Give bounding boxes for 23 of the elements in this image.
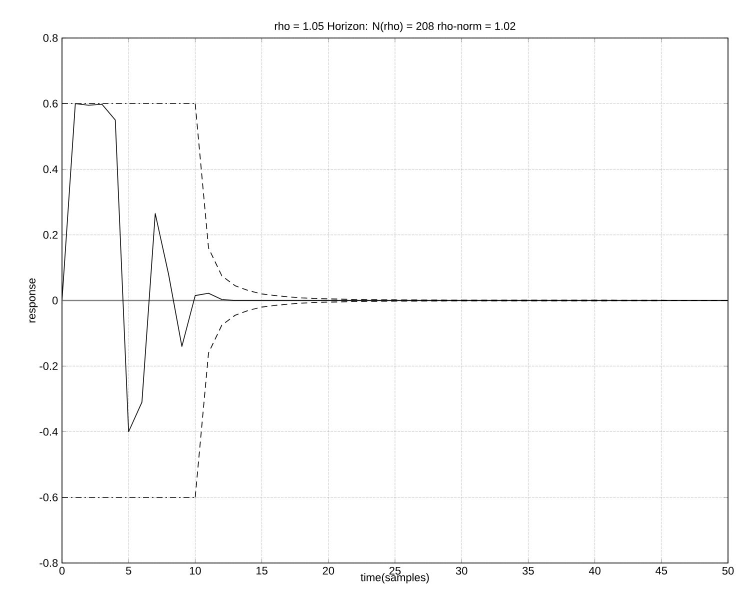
x-tick-label: 20 <box>322 566 334 575</box>
y-tick-label: 0.8 <box>43 34 58 42</box>
y-tick-label: 0 <box>52 296 58 304</box>
x-axis-title: time(samples) <box>360 573 429 584</box>
x-tick-label: 50 <box>722 566 734 575</box>
y-axis-title: response <box>29 278 38 322</box>
x-tick-label: 40 <box>588 566 600 575</box>
y-tick-label: -0.6 <box>40 493 58 502</box>
x-tick-label: 35 <box>522 566 534 575</box>
x-tick-label: 15 <box>256 566 268 575</box>
x-tick-label: 30 <box>456 566 468 575</box>
x-tick-label: 45 <box>656 566 668 575</box>
y-tick-label: -0.4 <box>40 428 58 436</box>
chart-title: rho = 1.05 Horizon: N(rho) = 208 rho-norm = 1.02 <box>274 22 516 32</box>
y-tick-label: 0.6 <box>43 100 58 108</box>
y-tick-label: 0.2 <box>43 230 58 239</box>
y-tick-label: 0.4 <box>43 165 58 174</box>
y-tick-label: -0.8 <box>40 559 58 567</box>
x-tick-label: 10 <box>190 566 201 575</box>
x-tick-label: 25 <box>389 566 401 575</box>
y-tick-label: -0.2 <box>40 362 58 370</box>
x-tick-label: 0 <box>59 566 65 575</box>
x-tick-label: 5 <box>126 566 132 575</box>
